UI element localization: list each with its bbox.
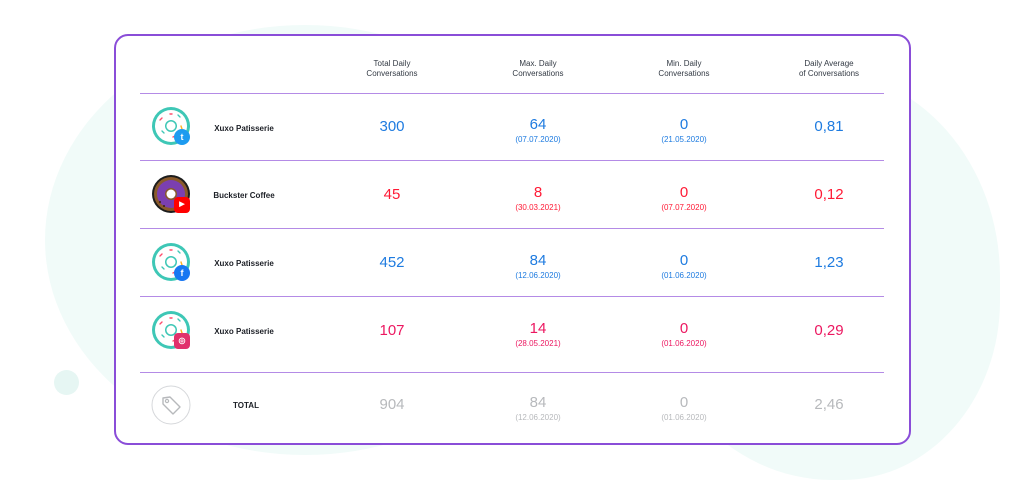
row-separator bbox=[140, 296, 884, 297]
min-value: 0 (01.06.2020) bbox=[624, 252, 744, 281]
row-separator bbox=[140, 93, 884, 94]
row-separator bbox=[140, 372, 884, 373]
account-name: Xuxo Patisserie bbox=[214, 259, 274, 268]
total-label: TOTAL bbox=[233, 401, 259, 410]
total-value: 904 bbox=[379, 396, 405, 413]
min-value: 0 (21.05.2020) bbox=[624, 116, 744, 145]
total-value: 45 bbox=[383, 186, 401, 203]
average-value: 2,46 bbox=[814, 396, 844, 413]
average-value: 1,23 bbox=[814, 254, 844, 271]
max-date: (30.03.2021) bbox=[515, 203, 561, 212]
average-value: 0,29 bbox=[814, 322, 844, 339]
facebook-icon: f bbox=[174, 265, 190, 281]
min-date: (01.06.2020) bbox=[661, 413, 707, 422]
max-value: 8 (30.03.2021) bbox=[478, 184, 598, 213]
min-date: (01.06.2020) bbox=[661, 271, 707, 280]
average-value: 0,12 bbox=[814, 186, 844, 203]
max-value: 64 (07.07.2020) bbox=[478, 116, 598, 145]
average-value: 0,81 bbox=[814, 118, 844, 135]
max-value: 84 (12.06.2020) bbox=[478, 394, 598, 423]
avatar bbox=[151, 385, 191, 425]
account-name: Xuxo Patisserie bbox=[214, 327, 274, 336]
max-date: (07.07.2020) bbox=[515, 135, 561, 144]
min-date: (07.07.2020) bbox=[661, 203, 707, 212]
twitter-icon: t bbox=[174, 129, 190, 145]
instagram-icon: ◎ bbox=[174, 333, 190, 349]
account-name: Buckster Coffee bbox=[213, 191, 275, 200]
min-date: (21.05.2020) bbox=[661, 135, 707, 144]
account-name: Xuxo Patisserie bbox=[214, 124, 274, 133]
youtube-icon: ▶ bbox=[174, 197, 190, 213]
min-value: 0 (07.07.2020) bbox=[624, 184, 744, 213]
max-value: 84 (12.06.2020) bbox=[478, 252, 598, 281]
background-dot bbox=[54, 370, 79, 395]
total-value: 452 bbox=[379, 254, 405, 271]
min-date: (01.06.2020) bbox=[661, 339, 707, 348]
max-value: 14 (28.05.2021) bbox=[478, 320, 598, 349]
max-date: (12.06.2020) bbox=[515, 413, 561, 422]
total-value: 107 bbox=[379, 322, 405, 339]
min-value: 0 (01.06.2020) bbox=[624, 394, 744, 423]
row-separator bbox=[140, 160, 884, 161]
column-header-max: Max. Daily Conversations bbox=[512, 59, 564, 78]
conversations-table-card bbox=[114, 34, 911, 445]
column-header-total: Total Daily Conversations bbox=[366, 59, 418, 78]
total-value: 300 bbox=[379, 118, 405, 135]
max-date: (12.06.2020) bbox=[515, 271, 561, 280]
column-header-average: Daily Average of Conversations bbox=[798, 59, 860, 78]
max-date: (28.05.2021) bbox=[515, 339, 561, 348]
tag-icon bbox=[151, 385, 191, 425]
column-header-min: Min. Daily Conversations bbox=[658, 59, 710, 78]
row-separator bbox=[140, 228, 884, 229]
min-value: 0 (01.06.2020) bbox=[624, 320, 744, 349]
